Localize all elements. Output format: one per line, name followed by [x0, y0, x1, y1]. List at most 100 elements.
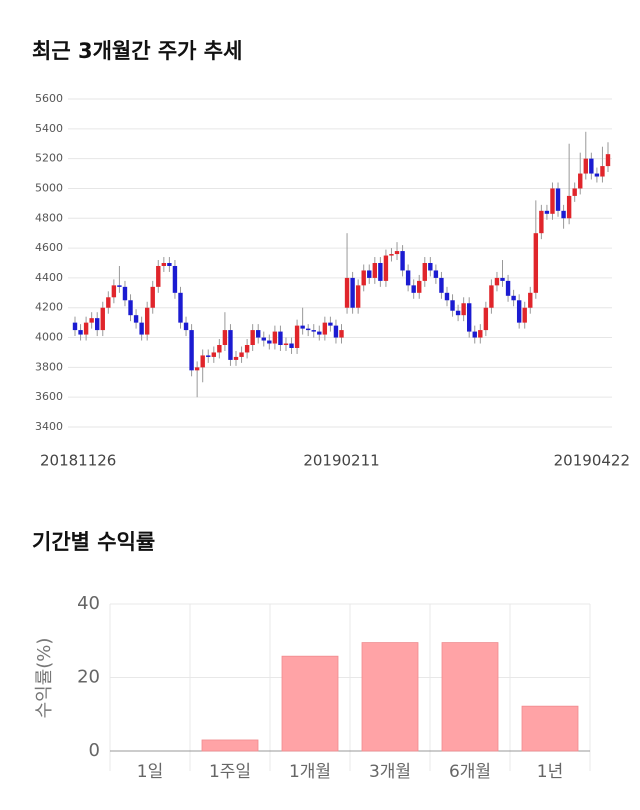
x-tick-label: 1일	[137, 762, 163, 782]
candle-body	[344, 277, 350, 308]
candle-body	[144, 307, 150, 335]
candle-body	[533, 233, 539, 293]
x-tick-label: 20181126	[40, 452, 116, 470]
candle-body	[383, 255, 389, 281]
candle-body	[605, 154, 611, 167]
candle-body	[239, 352, 244, 357]
candle-body	[389, 254, 394, 256]
bar	[281, 655, 339, 752]
candle-body	[594, 173, 600, 177]
candle-body	[283, 343, 289, 346]
candle-body	[489, 285, 494, 308]
y-tick-label: 4600	[35, 241, 63, 254]
candle-body	[372, 263, 378, 278]
candle-body	[411, 285, 416, 293]
candle-body	[428, 263, 433, 271]
candle-body	[111, 285, 117, 298]
y-tick-label: 3600	[35, 390, 63, 403]
bar	[361, 642, 419, 752]
candle-body	[189, 330, 194, 371]
candle-body	[333, 325, 339, 338]
candle-body	[566, 195, 572, 219]
candle-body	[95, 318, 100, 331]
candle-body	[172, 265, 178, 293]
candle-body	[367, 270, 372, 278]
candle-body	[156, 265, 161, 287]
candle-body	[322, 322, 328, 335]
candle-body	[583, 158, 588, 174]
candle-body	[83, 322, 89, 335]
candle-body	[200, 355, 205, 368]
candle-body	[439, 277, 444, 293]
candle-body	[161, 263, 167, 266]
candle-body	[405, 270, 411, 286]
candle-body	[511, 295, 516, 301]
bar	[441, 642, 499, 752]
candle-body	[194, 367, 200, 371]
y-tick-label: 4400	[35, 271, 63, 284]
candle-body	[555, 188, 561, 211]
candle-body	[505, 280, 511, 296]
candle-body	[256, 330, 261, 338]
candle-body	[300, 325, 305, 329]
candle-body	[394, 251, 400, 255]
candle-body	[444, 292, 450, 301]
candle-body	[378, 263, 383, 281]
candle-body	[350, 277, 355, 308]
candle-body	[544, 210, 550, 214]
candle-body	[178, 292, 183, 323]
candle-body	[250, 330, 255, 345]
y-tick-label: 3400	[35, 420, 63, 433]
y-axis-label: 수익률(%)	[34, 638, 55, 719]
y-tick-label: 5000	[35, 181, 63, 194]
candle-body	[78, 330, 83, 335]
candle-body	[294, 325, 300, 348]
candle-body	[400, 251, 405, 271]
candle-body	[100, 307, 105, 331]
candle-body	[328, 322, 333, 326]
candle-body	[217, 345, 222, 353]
candle-body	[472, 331, 477, 338]
candle-body	[72, 322, 78, 331]
return-chart-title: 기간별 수익률	[32, 530, 155, 554]
y-tick-label: 40	[77, 593, 100, 614]
candle-body	[133, 315, 139, 323]
candle-body	[433, 270, 439, 278]
candle-body	[289, 343, 294, 348]
candle-body	[478, 330, 483, 338]
candle-body	[417, 280, 422, 293]
y-tick-label: 4200	[35, 301, 63, 314]
y-tick-label: 5600	[35, 92, 63, 105]
y-tick-label: 0	[89, 740, 100, 761]
candle-body	[206, 355, 211, 357]
candle-body	[561, 210, 566, 219]
price-chart-title: 최근 3개월간 주가 추세	[32, 39, 242, 63]
x-tick-label: 20190211	[303, 452, 379, 470]
candle-body	[500, 277, 505, 281]
candle-body	[278, 331, 283, 345]
bar	[201, 739, 259, 752]
candle-body	[361, 270, 366, 286]
candle-body	[228, 330, 233, 360]
x-tick-label: 6개월	[449, 762, 491, 782]
candle-body	[339, 330, 344, 338]
candle-body	[222, 330, 228, 345]
candle-body	[572, 188, 577, 196]
candle-body	[516, 300, 522, 323]
candle-body	[550, 188, 555, 214]
candle-body	[150, 286, 155, 308]
candle-body	[422, 263, 427, 281]
candle-body	[122, 286, 128, 301]
candle-body	[317, 331, 322, 335]
candle-body	[128, 300, 133, 316]
x-tick-label: 20190422	[554, 452, 630, 470]
candle-body	[600, 166, 605, 177]
candle-body	[539, 210, 544, 234]
candle-body	[461, 303, 466, 316]
bar	[521, 705, 579, 752]
candle-body	[89, 318, 94, 323]
candle-body	[211, 352, 217, 357]
candle-body	[139, 322, 144, 335]
candle-body	[483, 307, 489, 331]
